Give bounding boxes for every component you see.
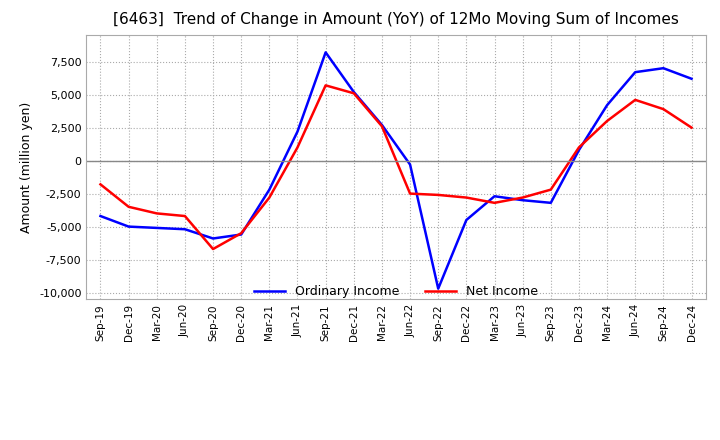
Net Income: [209, 246, 217, 252]
Ordinary Income: [490, 194, 499, 199]
Ordinary Income: [659, 66, 667, 71]
Y-axis label: Amount (million yen): Amount (million yen): [20, 102, 34, 233]
Net Income: [265, 195, 274, 200]
Line: Net Income: Net Income: [101, 85, 691, 249]
Ordinary Income: [687, 76, 696, 81]
Net Income: [181, 213, 189, 219]
Ordinary Income: [349, 89, 358, 95]
Ordinary Income: [434, 286, 443, 291]
Ordinary Income: [518, 198, 527, 203]
Net Income: [603, 118, 611, 124]
Ordinary Income: [462, 217, 471, 223]
Net Income: [125, 204, 133, 209]
Net Income: [462, 195, 471, 200]
Net Income: [659, 106, 667, 112]
Net Income: [237, 231, 246, 236]
Ordinary Income: [293, 129, 302, 134]
Net Income: [631, 97, 639, 103]
Net Income: [293, 145, 302, 150]
Ordinary Income: [603, 103, 611, 108]
Line: Ordinary Income: Ordinary Income: [101, 52, 691, 289]
Ordinary Income: [546, 200, 555, 205]
Ordinary Income: [181, 227, 189, 232]
Net Income: [518, 195, 527, 200]
Net Income: [575, 145, 583, 150]
Ordinary Income: [125, 224, 133, 229]
Net Income: [321, 83, 330, 88]
Ordinary Income: [575, 147, 583, 153]
Net Income: [434, 192, 443, 198]
Net Income: [96, 182, 105, 187]
Ordinary Income: [321, 50, 330, 55]
Net Income: [687, 125, 696, 130]
Net Income: [349, 91, 358, 96]
Ordinary Income: [153, 225, 161, 231]
Legend: Ordinary Income, Net Income: Ordinary Income, Net Income: [254, 285, 538, 298]
Ordinary Income: [631, 70, 639, 75]
Net Income: [377, 124, 386, 129]
Net Income: [153, 211, 161, 216]
Title: [6463]  Trend of Change in Amount (YoY) of 12Mo Moving Sum of Incomes: [6463] Trend of Change in Amount (YoY) o…: [113, 12, 679, 27]
Ordinary Income: [209, 236, 217, 241]
Ordinary Income: [265, 187, 274, 192]
Ordinary Income: [96, 213, 105, 219]
Ordinary Income: [377, 122, 386, 128]
Net Income: [406, 191, 415, 196]
Net Income: [490, 200, 499, 205]
Ordinary Income: [237, 232, 246, 237]
Net Income: [546, 187, 555, 192]
Ordinary Income: [406, 162, 415, 167]
